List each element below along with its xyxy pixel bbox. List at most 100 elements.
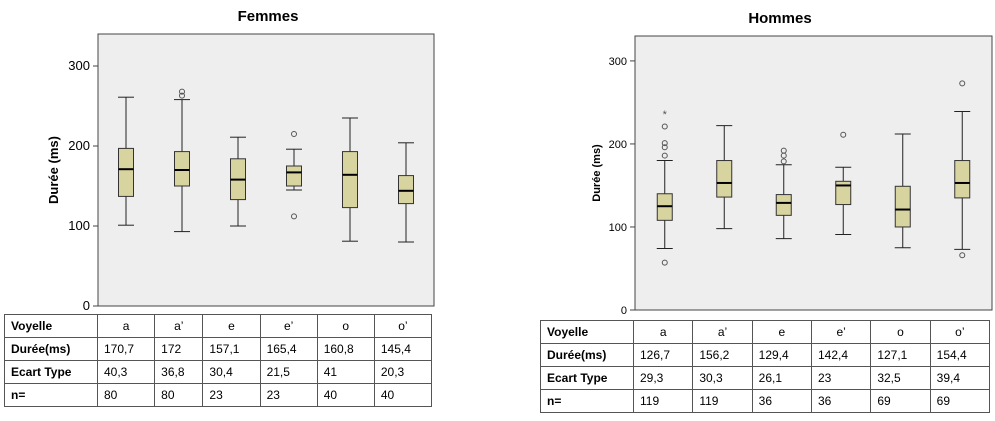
table-cell: Voyelle (540, 320, 634, 344)
outlier-point (661, 144, 668, 151)
table-cell: n= (4, 383, 98, 407)
table-cell: 39,4 (929, 366, 991, 390)
table-cell: a’ (154, 314, 204, 338)
box-iqr (716, 160, 733, 198)
table-cell: o (316, 314, 375, 338)
outlier-point (959, 252, 966, 259)
table-cell: e’ (810, 320, 872, 344)
table-cell: 165,4 (259, 337, 318, 361)
table-cell: 23 (810, 366, 872, 390)
table-cell: a (96, 314, 156, 338)
femmes-boxplot-chart: 0 100 200 300 Durée (ms) (46, 33, 435, 313)
table-cell: e’ (259, 314, 318, 338)
outlier-point (780, 158, 787, 165)
y-tick-label: 100 (68, 218, 90, 233)
table-cell: 32,5 (870, 366, 931, 390)
outlier-point (959, 80, 966, 87)
table-cell: 80 (154, 383, 204, 407)
table-row: Durée(ms) 126,7 156,2 129,4 142,4 127,1 … (540, 343, 991, 367)
table-cell: 69 (929, 389, 991, 413)
table-cell: 129,4 (751, 343, 812, 367)
outlier-point (661, 140, 668, 147)
table-row: Durée(ms) 170,7 172 157,1 165,4 160,8 14… (4, 337, 433, 361)
outlier-point (840, 131, 847, 138)
table-cell: Durée(ms) (540, 343, 634, 367)
femmes-stats-table: Voyelle a a’ e e’ o o’ Durée(ms) 170,7 1… (4, 314, 433, 407)
table-row: n= 80 80 23 23 40 40 (4, 383, 433, 407)
table-cell: 40,3 (96, 360, 156, 384)
table-row: n= 119 119 36 36 69 69 (540, 389, 991, 413)
table-cell: 69 (870, 389, 931, 413)
table-cell: 40 (373, 383, 433, 407)
table-cell: 36 (751, 389, 812, 413)
table-cell: 156,2 (692, 343, 753, 367)
outlier-point (179, 92, 185, 99)
femmes-chart-title: Femmes (237, 8, 299, 25)
y-axis-label: Durée (ms) (591, 144, 603, 202)
table-cell: 160,8 (316, 337, 375, 361)
table-cell: 154,4 (929, 343, 991, 367)
box-iqr (398, 175, 414, 205)
y-tick-label: 200 (68, 138, 90, 153)
y-tick-label: 300 (609, 56, 627, 68)
extreme-point: * (663, 109, 668, 121)
y-tick-label: 300 (68, 58, 90, 73)
box-iqr (954, 160, 971, 199)
table-cell: 142,4 (810, 343, 872, 367)
outlier-point (291, 213, 297, 220)
box-iqr (894, 185, 911, 228)
table-row: Ecart Type 29,3 30,3 26,1 23 32,5 39,4 (540, 366, 991, 390)
table-cell: n= (540, 389, 634, 413)
outlier-point (179, 88, 185, 95)
table-cell: 170,7 (96, 337, 156, 361)
table-cell: o’ (929, 320, 991, 344)
table-cell: 23 (259, 383, 318, 407)
table-cell: 41 (316, 360, 375, 384)
box-iqr (342, 151, 358, 209)
y-tick-label: 100 (609, 222, 627, 234)
femmes-panel: Femmes 0 100 200 300 Durée (ms) Voyelle a a’… (4, 8, 435, 407)
plot-area (634, 35, 993, 311)
table-cell: 30,4 (202, 360, 261, 384)
table-cell: 30,3 (692, 366, 753, 390)
table-cell: 127,1 (870, 343, 931, 367)
plot-area (97, 33, 435, 307)
box-iqr (835, 180, 852, 206)
table-cell: 36 (810, 389, 872, 413)
table-cell: Durée(ms) (4, 337, 98, 361)
box-iqr (118, 147, 134, 197)
table-row: Ecart Type 40,3 36,8 30,4 21,5 41 20,3 (4, 360, 433, 384)
box-iqr (174, 151, 190, 187)
table-cell: 119 (692, 389, 753, 413)
table-cell: o (870, 320, 931, 344)
table-cell: 21,5 (259, 360, 318, 384)
table-cell: Ecart Type (4, 360, 98, 384)
y-tick-label: 0 (83, 298, 90, 313)
table-cell: 80 (96, 383, 156, 407)
table-cell: e (202, 314, 261, 338)
table-cell: 23 (202, 383, 261, 407)
table-cell: Ecart Type (540, 366, 634, 390)
table-cell: 40 (316, 383, 375, 407)
table-cell: 36,8 (154, 360, 204, 384)
hommes-boxplot-chart: 0 100 200 300 Durée (ms) * (591, 35, 993, 317)
box-iqr (775, 194, 792, 216)
outlier-point (780, 147, 787, 154)
table-cell: 29,3 (632, 366, 694, 390)
outlier-point (661, 152, 668, 159)
hommes-panel: Hommes 0 100 200 300 Durée (ms) * Voyelle a a… (520, 0, 995, 421)
hommes-stats-table: Voyelle a a’ e e’ o o’ Durée(ms) 126,7 1… (540, 320, 991, 413)
table-cell: o’ (373, 314, 433, 338)
y-tick-label: 0 (621, 305, 627, 317)
outlier-point (291, 131, 297, 137)
y-axis-label: Durée (ms) (46, 136, 61, 204)
table-cell: 145,4 (373, 337, 433, 361)
table-cell: 26,1 (751, 366, 812, 390)
table-cell: 157,1 (202, 337, 261, 361)
table-header-row: Voyelle a a’ e e’ o o’ (540, 320, 991, 344)
table-cell: e (751, 320, 812, 344)
hommes-chart-title: Hommes (748, 10, 812, 27)
table-cell: 172 (154, 337, 204, 361)
outlier-point (661, 259, 668, 266)
box-iqr (286, 165, 302, 187)
